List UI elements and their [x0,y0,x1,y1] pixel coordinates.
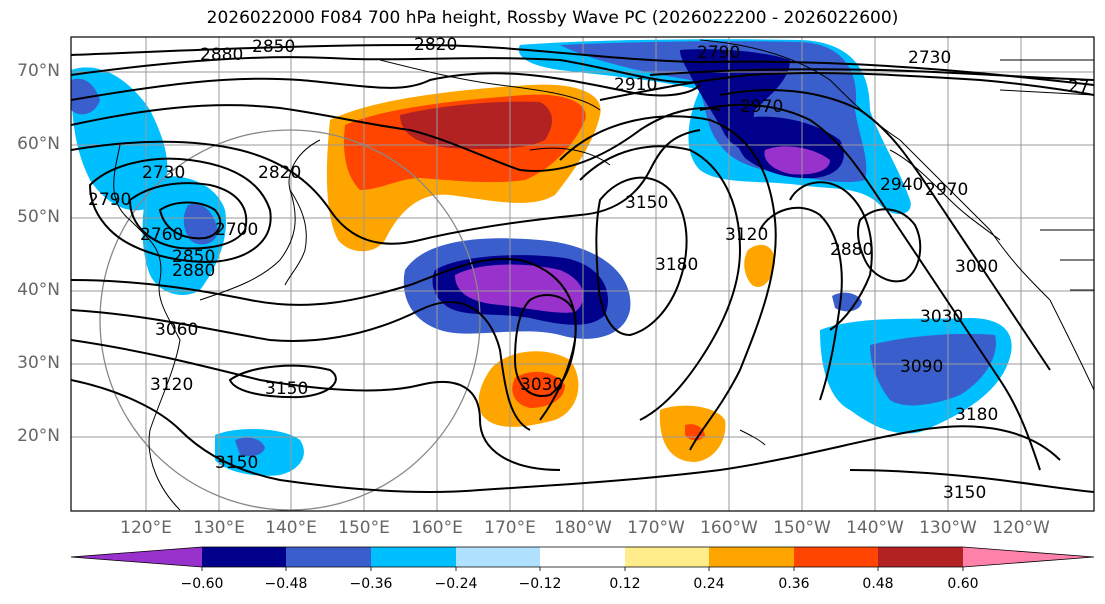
colorbar-tick-label: 0.24 [693,576,725,592]
contour-label: 2850 [252,37,295,57]
lon-label: 120°E [120,518,172,538]
lat-label: 50°N [17,207,60,227]
colorbar-segment [709,547,794,567]
shade-blue-dark [71,78,100,115]
colorbar-tick-label: 0.48 [862,576,894,592]
colorbar [70,546,1095,571]
colorbar-extend-min [71,547,202,567]
contour-label: 2820 [414,35,457,55]
contour-label: 2880 [172,261,215,281]
lon-label: 140°W [846,518,904,538]
contour-label: 3150 [215,453,258,473]
lon-label: 150°W [773,518,831,538]
lon-label: 140°E [265,518,317,538]
contour-label: 3150 [265,379,308,399]
region-circle [99,129,481,511]
contour-label: 2850 [172,247,215,267]
contour-label: 2880 [200,45,243,65]
contour-label: 2820 [258,163,301,183]
lat-label: 70°N [17,61,60,81]
contour-label: 2760 [140,225,183,245]
contour-label: 2970 [740,97,783,117]
lat-label: 20°N [17,426,60,446]
lat-label: 60°N [17,134,60,154]
contour-label: 3060 [155,320,198,340]
colorbar-tick-label: 0.12 [609,576,641,592]
contour-label: 3030 [920,307,963,327]
contour-label: 3120 [725,225,768,245]
lat-label: 40°N [17,280,60,300]
contour-labels: 2880 2850 2820 2790 2730 2910 2970 2730 … [88,35,1090,503]
colorbar-tick-label: −0.36 [349,576,393,592]
lon-label: 130°W [919,518,977,538]
contour-label: 2730 [908,48,951,68]
colorbar-ticks [201,567,964,571]
shade-purple [455,264,584,313]
contour-label: 3150 [943,483,986,503]
contour-label: 3000 [955,257,998,277]
contour-label: 3090 [900,357,943,377]
lon-label: 180°W [554,518,612,538]
colorbar-tick-label: −0.60 [180,576,224,592]
shade-red [685,424,705,441]
colorbar-segment [371,547,456,567]
lon-label: 160°E [411,518,463,538]
colorbar-tick-label: 0.60 [947,576,979,592]
shade-red [512,371,565,408]
lon-label: 170°W [627,518,685,538]
shade-orange [744,244,775,288]
contour-label: 2790 [88,190,131,210]
contour-label: 2730 [142,163,185,183]
shade-blue-dark [183,204,218,245]
colorbar-segment [286,547,371,567]
colorbar-segment [540,547,625,567]
shade-blue-dark [870,333,996,406]
lat-label: 30°N [17,353,60,373]
contour-label: 3180 [655,255,698,275]
map-frame [70,36,1095,512]
colorbar-extend-max [963,547,1094,567]
anomaly-shading [71,39,1012,476]
shade-purple [764,146,830,175]
contour-label: 2910 [614,75,657,95]
colorbar-segment [878,547,963,567]
shade-blue-dark [235,437,265,457]
shade-navy [680,49,790,154]
contour-label: 2970 [925,180,968,200]
contour-label: 3120 [150,375,193,395]
lon-label: 170°E [484,518,536,538]
map-title: 2026022000 F084 700 hPa height, Rossby W… [206,8,899,28]
colorbar-tick-label: 0.36 [778,576,810,592]
lon-label: 150°E [338,518,390,538]
colorbar-segment [625,547,709,567]
contour-label: 3030 [520,375,563,395]
colorbar-segment [202,547,286,567]
coastlines [113,39,1094,511]
shade-darkred [400,101,552,150]
colorbar-segment [456,547,540,567]
contour-label: 3180 [955,405,998,425]
contour-label: 2790 [697,43,740,63]
contour-label: 2940 [880,175,923,195]
colorbar-segment [794,547,878,567]
contour-label: 3150 [625,193,668,213]
lon-label: 120°W [992,518,1050,538]
contour-label: 2700 [215,220,258,240]
lon-label: 160°W [700,518,758,538]
contour-label: 27 [1068,77,1090,97]
colorbar-tick-label: −0.24 [434,576,478,592]
lon-label: 130°E [193,518,245,538]
height-contours [71,43,1094,493]
colorbar-tick-label: −0.48 [264,576,308,592]
contour-label: 2880 [830,240,873,260]
colorbar-tick-label: −0.12 [518,576,562,592]
